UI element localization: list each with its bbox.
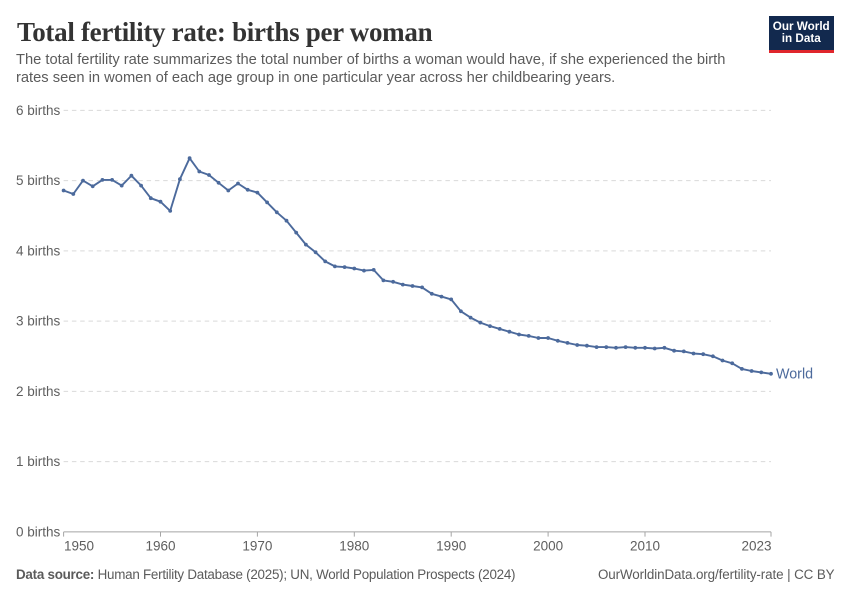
svg-text:3 births: 3 births — [16, 314, 61, 329]
svg-text:1960: 1960 — [145, 539, 175, 554]
svg-text:2023: 2023 — [741, 539, 771, 554]
svg-text:1990: 1990 — [436, 539, 466, 554]
svg-text:2 births: 2 births — [16, 384, 61, 399]
svg-text:1970: 1970 — [242, 539, 272, 554]
svg-text:1950: 1950 — [64, 539, 94, 554]
svg-text:4 births: 4 births — [16, 243, 61, 258]
svg-text:1980: 1980 — [339, 539, 369, 554]
svg-text:2000: 2000 — [533, 539, 563, 554]
svg-text:World: World — [776, 367, 813, 383]
svg-text:1 births: 1 births — [16, 454, 61, 469]
svg-text:0 births: 0 births — [16, 524, 61, 539]
svg-text:5 births: 5 births — [16, 173, 61, 188]
svg-text:2010: 2010 — [630, 539, 660, 554]
svg-text:6 births: 6 births — [16, 103, 61, 118]
